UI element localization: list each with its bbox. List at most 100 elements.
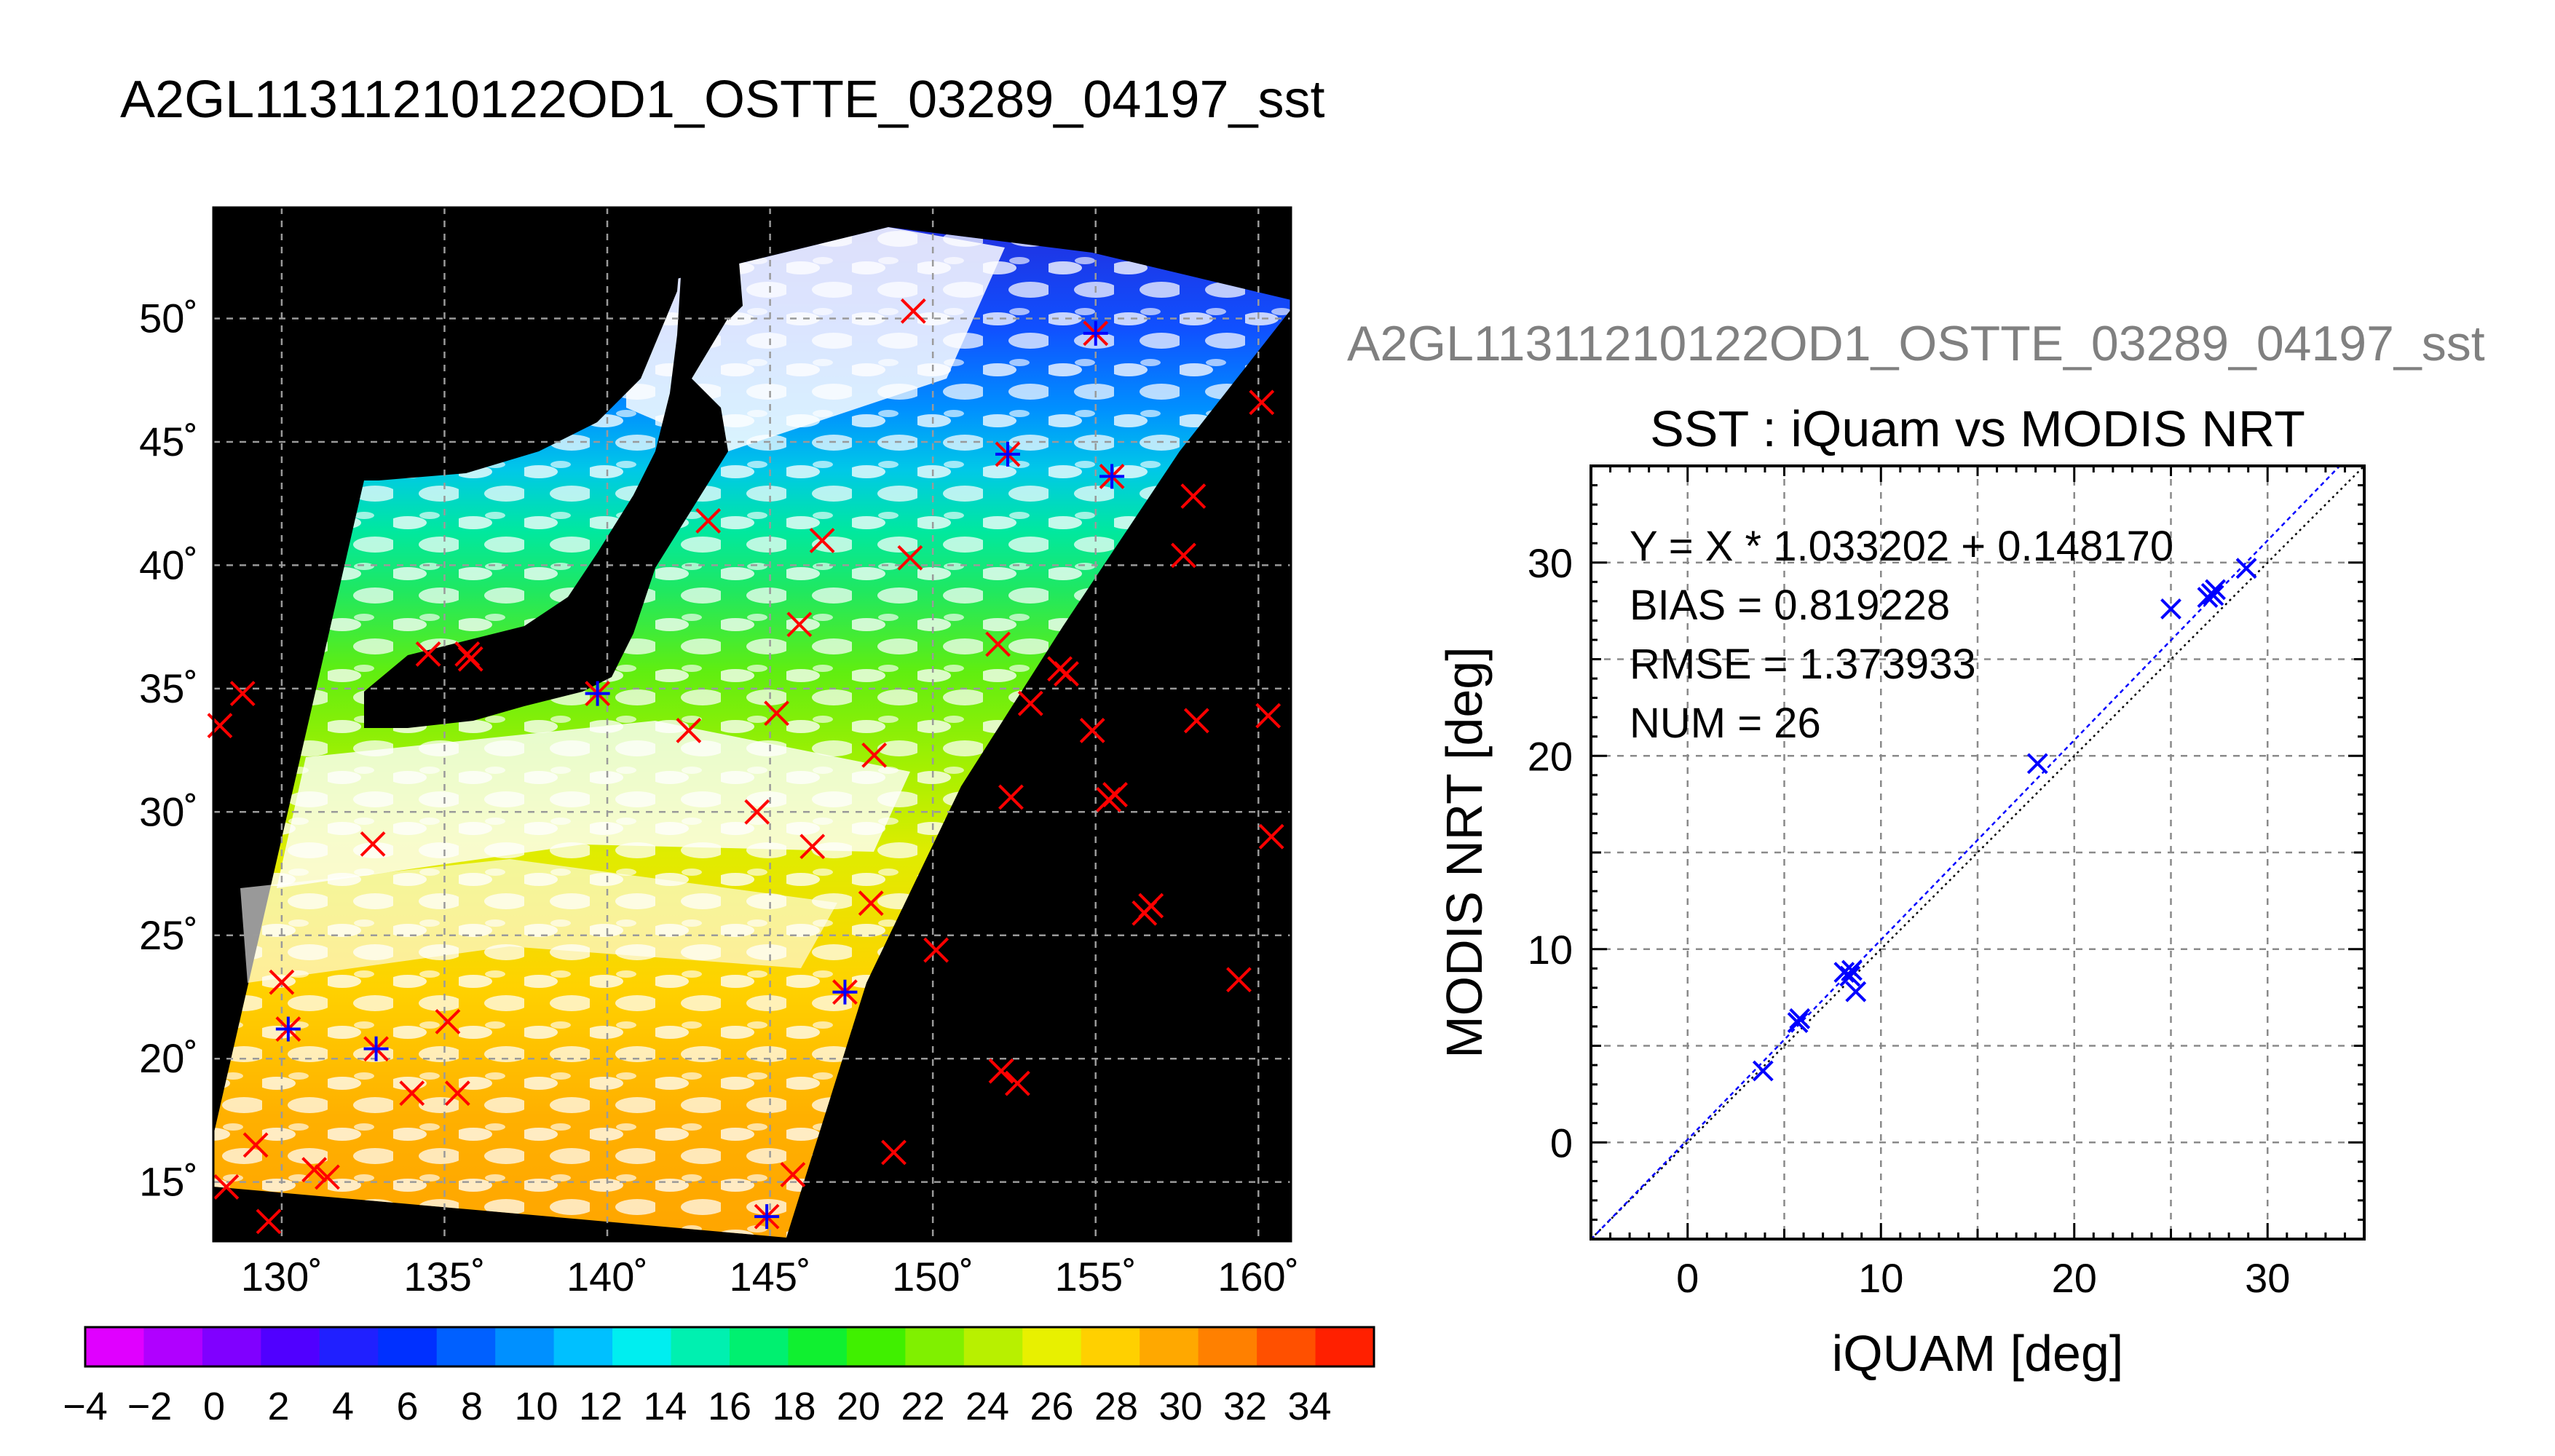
map-marker-red (809, 528, 835, 553)
map-marker-red (1226, 967, 1252, 993)
map-marker-red (1138, 893, 1164, 919)
map-marker-red (256, 1208, 282, 1235)
colorbar-tick-label: 30 (1158, 1385, 1202, 1428)
lon-tick-labels: 130˚ 135˚ 140˚ 145˚ 150˚ 155˚ 160˚ (241, 1254, 1299, 1299)
lon-tick-label: 145˚ (730, 1254, 811, 1299)
colorbar-frame (84, 1326, 1375, 1368)
identity-line (1591, 466, 2364, 1239)
map-marker-red (985, 631, 1011, 657)
colorbar-tick-label: 26 (1030, 1385, 1073, 1428)
scatter-point (1845, 981, 1867, 1002)
colorbar-cell (612, 1327, 672, 1366)
scatter-point (1752, 1060, 1774, 1082)
x-tick-label: 20 (2052, 1255, 2097, 1301)
scatter-plot: 0 10 20 30 0 10 20 30 Y = X * 1.033202 + 0.1481… (1436, 464, 2366, 1382)
stats-annotation: Y = X * 1.033202 + 0.148170 (1630, 523, 2173, 570)
sst-map: 130˚ 135˚ 140˚ 145˚ 150˚ 155˚ 160˚ 15˚ 20˚ 25˚ 30… (139, 206, 1299, 1299)
map-marker-blue (1099, 464, 1125, 489)
colorbar-tick-label: 0 (203, 1385, 225, 1428)
colorbar-tick-label: −4 (63, 1385, 108, 1428)
colorbar-cell (436, 1327, 496, 1366)
lat-tick-label: 50˚ (139, 296, 198, 341)
scatter-point (2205, 579, 2226, 601)
lat-tick-label: 15˚ (139, 1159, 198, 1205)
map-grid (213, 207, 1291, 1241)
colorbar-tick-label: −2 (127, 1385, 173, 1428)
page-title: A2GL11311210122OD1_OSTTE_03289_04197_sst (120, 71, 1325, 129)
lon-tick-label: 130˚ (241, 1254, 323, 1299)
chart-title: SST : iQuam vs MODIS NRT (1650, 400, 2305, 457)
colorbar-tick-label: 10 (514, 1385, 558, 1428)
map-markers (207, 298, 1284, 1235)
scatter-point (2026, 753, 2048, 775)
map-marker-red (242, 1132, 269, 1158)
map-marker-red (897, 545, 923, 571)
colorbar-cell (143, 1327, 203, 1366)
colorbar-cell (1198, 1327, 1257, 1366)
colorbar-cell (1257, 1327, 1316, 1366)
colorbar-cell (963, 1327, 1023, 1366)
map-marker-red (1054, 661, 1079, 687)
y-tick-label: 0 (1550, 1120, 1573, 1166)
map-marker-red (1258, 823, 1284, 850)
map-marker-red (881, 1139, 907, 1166)
map-marker-blue (1083, 320, 1108, 346)
map-marker-red (764, 700, 789, 727)
map-marker-red (360, 831, 386, 857)
map-marker-red (744, 799, 770, 825)
y-tick-label: 10 (1528, 927, 1573, 973)
colorbar-tick-label: 6 (396, 1385, 418, 1428)
map-marker-red (415, 641, 441, 667)
scatter-point (1789, 1008, 1811, 1029)
y-tick-label: 30 (1528, 540, 1573, 586)
map-marker-red (1102, 782, 1128, 808)
map-swath (213, 207, 1291, 1238)
map-marker-blue (754, 1204, 780, 1230)
map-marker-red (269, 969, 295, 995)
map-marker-blue (832, 979, 858, 1005)
colorbar-cell (1140, 1327, 1199, 1366)
lat-tick-label: 40˚ (139, 542, 198, 587)
scatter-point (2235, 558, 2257, 579)
colorbar-tick-label: 8 (461, 1385, 483, 1428)
map-marker-red (900, 298, 926, 324)
map-marker-red (1183, 708, 1209, 734)
map-marker-red (786, 612, 813, 638)
colorbar-cell (671, 1327, 730, 1366)
scatter-point (1839, 965, 1861, 987)
stats-annotation: NUM = 26 (1630, 700, 1821, 747)
colorbar-cell (905, 1327, 965, 1366)
map-marker-red (1255, 703, 1282, 729)
colorbar-cell (1081, 1327, 1140, 1366)
map-marker-red (1171, 542, 1196, 569)
stats-annotations: Y = X * 1.033202 + 0.148170 BIAS = 0.8192… (1630, 523, 2173, 747)
colorbar-cell (788, 1327, 848, 1366)
colorbar-tick-label: 22 (901, 1385, 944, 1428)
sakhalin-landmass (714, 218, 743, 320)
x-tick-label: 30 (2245, 1255, 2290, 1301)
scatter-tick-labels: 0 10 20 30 0 10 20 30 (1528, 540, 2291, 1301)
scatter-points (1752, 558, 2257, 1082)
map-marker-red (1004, 1070, 1030, 1096)
colorbar-cell (1315, 1327, 1375, 1366)
scatter-point (2160, 598, 2181, 620)
map-marker-red (207, 713, 233, 739)
cloud-band-south-2 (240, 859, 837, 983)
cloud-band-south (277, 721, 910, 888)
lat-tick-label: 20˚ (139, 1035, 198, 1081)
lon-tick-label: 160˚ (1217, 1254, 1299, 1299)
lat-tick-labels: 15˚ 20˚ 25˚ 30˚ 35˚ 40˚ 45˚ 50˚ (139, 296, 198, 1205)
map-frame (212, 206, 1292, 1243)
colorbar-cell (553, 1327, 613, 1366)
colorbar-cell (1022, 1327, 1082, 1366)
scatter-point (2203, 585, 2224, 606)
stats-annotation: BIAS = 0.819228 (1630, 582, 1950, 629)
colorbar-tick-label: 4 (332, 1385, 354, 1428)
colorbar-cell (85, 1327, 145, 1366)
x-axis-label: iQUAM [deg] (1832, 1325, 2124, 1382)
map-marker-red (301, 1157, 328, 1183)
scatter-grid (1591, 466, 2364, 1239)
colorbar-tick-label: 20 (837, 1385, 880, 1428)
y-axis-label: MODIS NRT [deg] (1436, 646, 1493, 1058)
